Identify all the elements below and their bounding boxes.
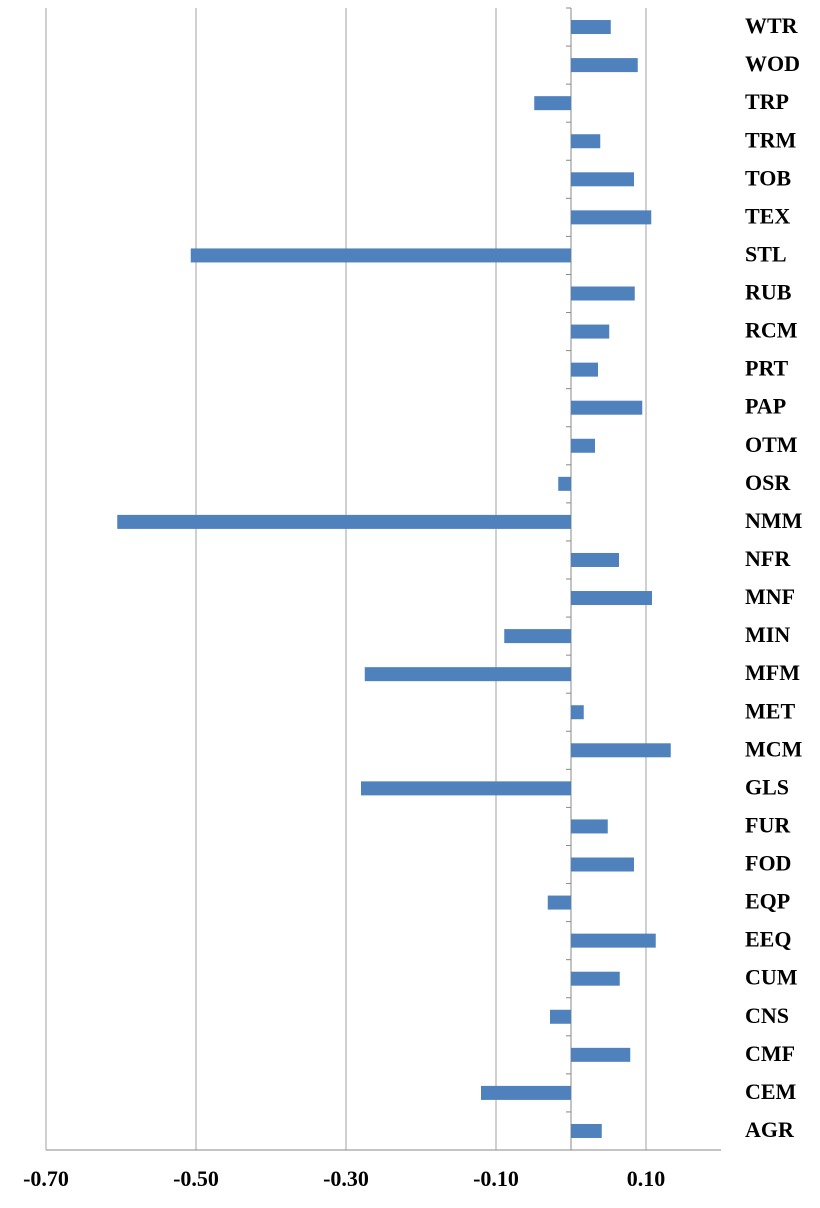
y-tick-label: MIN — [745, 622, 790, 647]
bar — [117, 514, 571, 529]
bar — [547, 895, 571, 910]
y-tick-label: EEQ — [745, 927, 791, 952]
bar — [571, 20, 611, 35]
bar — [571, 58, 638, 73]
y-tick-label: OTM — [745, 432, 798, 457]
y-tick-label: CEM — [745, 1079, 797, 1104]
bar — [571, 743, 671, 758]
y-tick-label: AGR — [745, 1117, 795, 1142]
bar — [481, 1085, 571, 1100]
bar — [571, 705, 584, 720]
y-tick-label: GLS — [745, 774, 789, 799]
bar — [571, 591, 652, 606]
bar — [361, 781, 571, 796]
x-tick-label: -0.70 — [23, 1166, 69, 1191]
bar — [571, 134, 601, 149]
y-tick-label: WOD — [745, 51, 800, 76]
y-tick-label: MFM — [745, 660, 800, 685]
bar — [504, 629, 571, 644]
y-tick-label: CNS — [745, 1003, 789, 1028]
bar — [571, 210, 652, 225]
bar — [571, 933, 656, 948]
bar — [571, 1047, 631, 1062]
bar — [534, 96, 571, 111]
y-tick-label: RUB — [745, 280, 792, 305]
bar — [190, 248, 571, 263]
y-tick-label: MET — [745, 698, 795, 723]
y-tick-label: STL — [745, 241, 787, 266]
bar — [571, 400, 643, 415]
y-tick-label: CUM — [745, 965, 798, 990]
y-tick-label: PRT — [745, 356, 789, 381]
bar — [571, 1123, 602, 1138]
bar — [558, 476, 571, 491]
x-tick-label: -0.50 — [173, 1166, 219, 1191]
y-tick-label: NFR — [745, 546, 791, 571]
bar — [571, 324, 610, 339]
x-tick-label: 0.10 — [627, 1166, 666, 1191]
y-tick-label: TOB — [745, 165, 791, 190]
y-tick-label: NMM — [745, 508, 803, 533]
y-tick-label: PAP — [745, 394, 786, 419]
y-tick-label: WTR — [745, 13, 799, 38]
bar — [571, 438, 595, 453]
y-tick-label: EQP — [745, 889, 790, 914]
bar — [550, 1009, 571, 1024]
y-tick-label: OSR — [745, 470, 791, 495]
bar — [571, 172, 634, 187]
bar — [571, 971, 620, 986]
y-tick-label: TEX — [745, 203, 790, 228]
y-tick-label: MCM — [745, 736, 803, 761]
bar — [571, 362, 598, 377]
bar — [364, 667, 571, 682]
y-tick-label: FUR — [745, 812, 791, 837]
y-tick-label: MNF — [745, 584, 795, 609]
x-tick-label: -0.10 — [473, 1166, 519, 1191]
y-tick-label: RCM — [745, 318, 798, 343]
y-tick-label: CMF — [745, 1041, 795, 1066]
x-tick-label: -0.30 — [323, 1166, 369, 1191]
bar — [571, 286, 635, 301]
bar — [571, 552, 619, 567]
bar — [571, 857, 634, 872]
bar — [571, 819, 608, 834]
y-tick-label: TRM — [745, 127, 797, 152]
y-tick-label: TRP — [745, 89, 789, 114]
y-tick-label: FOD — [745, 851, 791, 876]
